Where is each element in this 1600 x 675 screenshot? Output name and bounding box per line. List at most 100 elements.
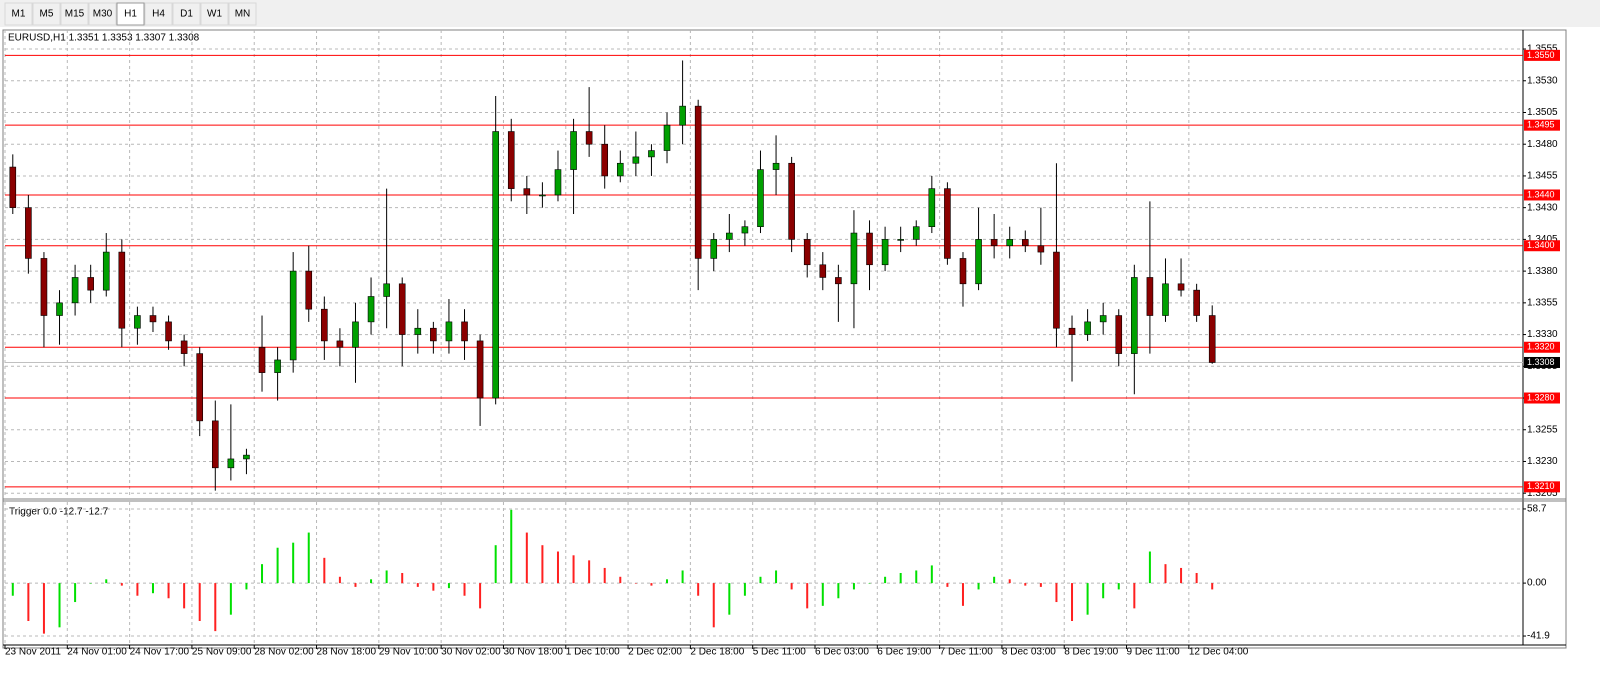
indicator-bar [775, 570, 778, 584]
timeframe-label[interactable]: M1 [12, 9, 26, 20]
candle-body [336, 340, 344, 348]
indicator-bar [1008, 579, 1011, 584]
indicator-bar [74, 583, 77, 603]
indicator-bar [11, 583, 14, 596]
candle-body [118, 251, 126, 329]
candle-body [211, 420, 219, 469]
timeframe-label[interactable]: MN [235, 9, 251, 20]
candle-body [866, 232, 873, 266]
y-tick-label: 1.3330 [1527, 329, 1558, 340]
candle-body [367, 296, 375, 323]
candle-body [757, 169, 764, 227]
candle-body [1208, 315, 1216, 363]
level-label-bg [1524, 392, 1560, 404]
indicator-bar [1039, 583, 1042, 587]
candle-body [694, 105, 702, 259]
candle-body [912, 226, 920, 240]
timeframe-label[interactable]: D1 [180, 9, 193, 20]
indicator-bar [479, 583, 482, 609]
candle-body [258, 346, 266, 373]
indicator-bar [354, 583, 357, 587]
indicator-bar [42, 583, 45, 634]
candle-body [1115, 315, 1123, 354]
indicator-bar [151, 583, 154, 594]
x-tick-label: 23 Nov 2011 [5, 647, 61, 658]
candle-body [445, 321, 453, 342]
candle-body [881, 239, 889, 266]
indicator-bar [1071, 583, 1074, 621]
timeframe-button[interactable] [4, 2, 33, 26]
candle-body [632, 156, 640, 164]
candle-body [196, 353, 204, 422]
x-tick-label: 7 Dec 11:00 [940, 647, 994, 658]
indicator-bar [619, 576, 622, 584]
level-label-bg [1524, 240, 1560, 252]
y-tick-label: 1.3505 [1527, 107, 1558, 118]
candle-body [835, 277, 842, 285]
candle-body [710, 239, 718, 259]
timeframe-label[interactable]: W1 [207, 9, 222, 20]
indicator-bar [447, 583, 450, 589]
candle-body [71, 277, 79, 304]
candle-body [975, 239, 982, 285]
y-tick-label: 1.3455 [1527, 171, 1558, 182]
timeframe-label[interactable]: H4 [152, 9, 165, 20]
y-tick-label: 1.3405 [1527, 234, 1558, 245]
indicator-bar [1024, 583, 1027, 586]
level-label: 1.3320 [1527, 342, 1555, 352]
indicator-bar [229, 583, 232, 615]
candle-body [352, 321, 359, 348]
candle-body [726, 232, 733, 240]
indicator-bar [27, 583, 30, 621]
candle-body [476, 340, 484, 399]
timeframe-label[interactable]: M15 [65, 9, 85, 20]
indicator-bar [432, 583, 435, 591]
candle-body [102, 251, 110, 291]
y-tick-label: 1.3430 [1527, 202, 1558, 213]
timeframe-button[interactable] [116, 2, 145, 26]
y-tick-label: 58.7 [1527, 504, 1547, 515]
candle-body [1084, 321, 1091, 335]
candle-body [616, 162, 624, 177]
indicator-bar [993, 576, 996, 584]
indicator-bar [852, 583, 855, 590]
candle-body [1021, 239, 1029, 247]
timeframe-button[interactable] [200, 2, 229, 26]
indicator-bar [136, 583, 139, 596]
indicator-bar [930, 565, 933, 584]
timeframe-label[interactable]: H1 [124, 9, 137, 20]
indicator-bar [743, 583, 746, 596]
indicator-bar [1133, 583, 1136, 609]
timeframe-label[interactable]: M5 [40, 9, 54, 20]
candle-body [1053, 251, 1060, 329]
x-tick-label: 1 Dec 10:00 [566, 647, 620, 658]
timeframe-button[interactable] [88, 2, 117, 26]
candle-body [1146, 277, 1154, 316]
x-tick-label: 6 Dec 03:00 [815, 647, 869, 658]
indicator-bar [525, 532, 528, 584]
indicator-bar [58, 583, 61, 628]
candle-body [9, 166, 17, 208]
level-label-bg [1524, 119, 1560, 131]
y-tick-label: 1.3230 [1527, 456, 1558, 467]
indicator-bar [666, 579, 669, 584]
level-label: 1.3550 [1527, 50, 1555, 60]
indicator-bar [198, 583, 201, 621]
indicator-bar [1148, 551, 1151, 584]
indicator-bar [541, 545, 544, 584]
indicator-bar [1117, 583, 1120, 590]
level-label: 1.3400 [1527, 240, 1555, 250]
x-tick-label: 5 Dec 11:00 [753, 647, 807, 658]
y-tick-label: 1.3480 [1527, 139, 1558, 150]
timeframe-button[interactable] [32, 2, 61, 26]
timeframe-label[interactable]: M30 [93, 9, 113, 20]
timeframe-button[interactable] [228, 2, 257, 26]
indicator-bar [494, 545, 497, 584]
candle-body [321, 308, 328, 342]
candle-body [803, 239, 811, 266]
timeframe-button[interactable] [60, 2, 89, 26]
timeframe-button[interactable] [144, 2, 173, 26]
timeframe-button[interactable] [172, 2, 201, 26]
candle-body [523, 188, 531, 196]
candle-body [944, 188, 951, 259]
